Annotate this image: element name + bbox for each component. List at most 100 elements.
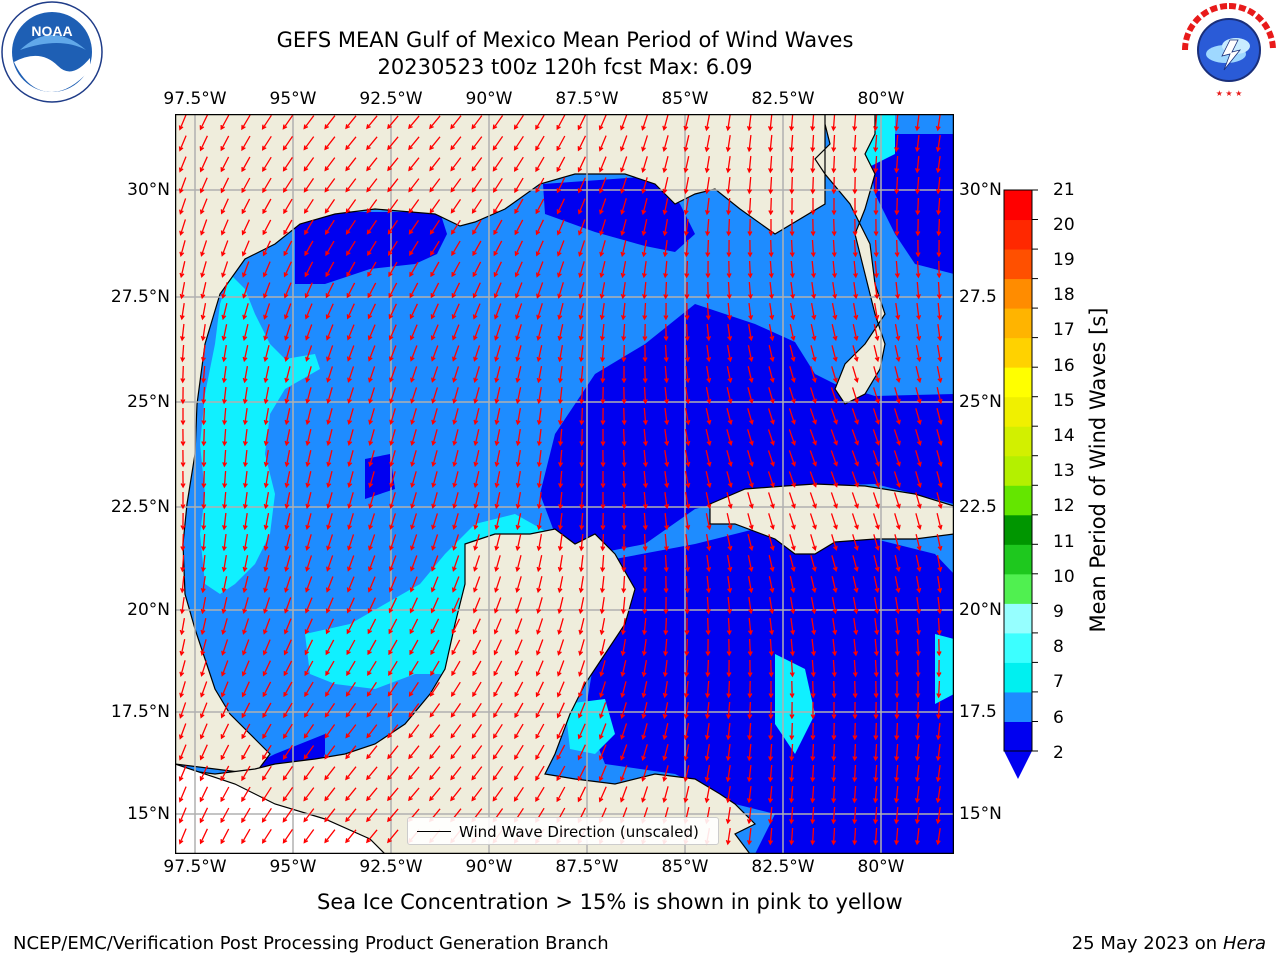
wave-arrow <box>935 828 941 846</box>
wave-arrow <box>558 470 564 489</box>
wave-arrow <box>641 786 649 803</box>
wave-arrow <box>873 638 879 657</box>
wave-arrow <box>810 555 817 573</box>
wave-arrow <box>747 260 753 279</box>
wave-arrow <box>663 323 669 342</box>
wave-arrow <box>241 639 250 656</box>
wave-arrow <box>831 827 837 846</box>
colorbar-tick: 7 <box>1053 672 1064 692</box>
wave-arrow <box>514 618 523 635</box>
wave-arrow <box>830 492 838 509</box>
wave-arrow <box>242 365 249 384</box>
wave-arrow <box>936 344 943 363</box>
wave-arrow <box>767 408 775 425</box>
wave-arrow <box>831 659 837 678</box>
wave-arrow <box>789 218 795 237</box>
wave-arrow <box>346 240 356 256</box>
wave-arrow <box>493 660 503 677</box>
wave-arrow <box>220 786 230 803</box>
lon-tick: 92.5°W <box>359 857 423 877</box>
wave-arrow <box>473 555 481 572</box>
wave-arrow <box>410 387 418 404</box>
wave-arrow <box>284 513 291 531</box>
wave-arrow <box>769 303 775 321</box>
wave-arrow <box>915 722 921 741</box>
wave-arrow <box>936 281 942 300</box>
wave-arrow <box>493 702 503 718</box>
wave-arrow <box>600 471 606 489</box>
wave-arrow <box>831 555 838 573</box>
wave-arrow <box>282 808 294 823</box>
wave-arrow <box>347 492 354 510</box>
wave-arrow <box>642 575 648 594</box>
wave-arrow <box>199 198 208 215</box>
wave-arrow <box>578 639 585 657</box>
wave-arrow <box>305 324 313 341</box>
wave-arrow <box>514 261 523 278</box>
wave-arrow <box>810 302 817 321</box>
wave-arrow <box>409 282 419 299</box>
wave-arrow <box>282 136 294 151</box>
wave-arrow <box>199 702 208 719</box>
wave-arrow <box>684 638 690 657</box>
wave-arrow <box>789 114 795 132</box>
wave-arrow <box>222 491 228 510</box>
wave-arrow <box>473 471 480 489</box>
wave-arrow <box>409 324 418 341</box>
wave-arrow <box>515 345 522 363</box>
wave-arrow <box>621 407 627 426</box>
lat-tick: 15°N <box>127 804 170 824</box>
wave-arrow <box>387 724 399 739</box>
colorbar-bin <box>1004 603 1032 634</box>
wave-arrow <box>894 555 901 573</box>
wave-arrow <box>893 492 901 509</box>
wave-arrow <box>366 787 378 802</box>
wave-arrow <box>747 617 753 636</box>
wave-arrow <box>789 680 795 699</box>
wave-arrow <box>303 745 315 760</box>
colorbar-tick: 2 <box>1053 743 1064 763</box>
wave-arrow <box>579 470 585 489</box>
wave-arrow <box>684 428 691 447</box>
wave-arrow <box>284 429 291 447</box>
wave-arrow <box>345 681 356 697</box>
wave-arrow <box>284 492 291 510</box>
wave-arrow <box>305 366 312 384</box>
wave-arrow <box>747 450 754 468</box>
wave-arrow <box>180 533 186 552</box>
wave-arrow <box>853 618 859 636</box>
wave-arrow <box>935 114 941 132</box>
lon-tick: 90°W <box>465 857 513 877</box>
wave-arrow <box>556 135 566 152</box>
wave-arrow <box>852 659 858 678</box>
wave-arrow <box>304 282 313 299</box>
wave-arrow <box>767 450 775 467</box>
wave-arrow <box>241 114 251 131</box>
wave-arrow <box>579 533 585 552</box>
wave-arrow <box>429 681 440 697</box>
wave-arrow <box>282 766 294 781</box>
wave-arrow <box>557 597 564 615</box>
wave-arrow <box>347 408 354 426</box>
wave-arrow <box>473 345 481 362</box>
wave-arrow <box>788 471 796 488</box>
wave-arrow <box>831 785 837 804</box>
wave-arrow <box>494 387 501 405</box>
wave-arrow <box>494 366 501 384</box>
wave-arrow <box>685 554 690 573</box>
wave-arrow <box>199 807 209 824</box>
wave-arrow <box>494 450 501 468</box>
wave-arrow <box>242 533 249 552</box>
wave-arrow <box>201 491 207 510</box>
wave-arrow <box>242 429 248 447</box>
wave-arrow <box>852 198 858 216</box>
wave-arrow <box>914 807 920 825</box>
wave-arrow <box>304 618 313 635</box>
wave-arrow <box>706 345 712 363</box>
wave-arrow <box>684 449 691 468</box>
wave-arrow <box>789 176 795 195</box>
wave-arrow <box>200 596 207 615</box>
wave-arrow <box>430 345 439 362</box>
wave-arrow <box>366 157 378 172</box>
wave-arrow <box>619 135 628 152</box>
